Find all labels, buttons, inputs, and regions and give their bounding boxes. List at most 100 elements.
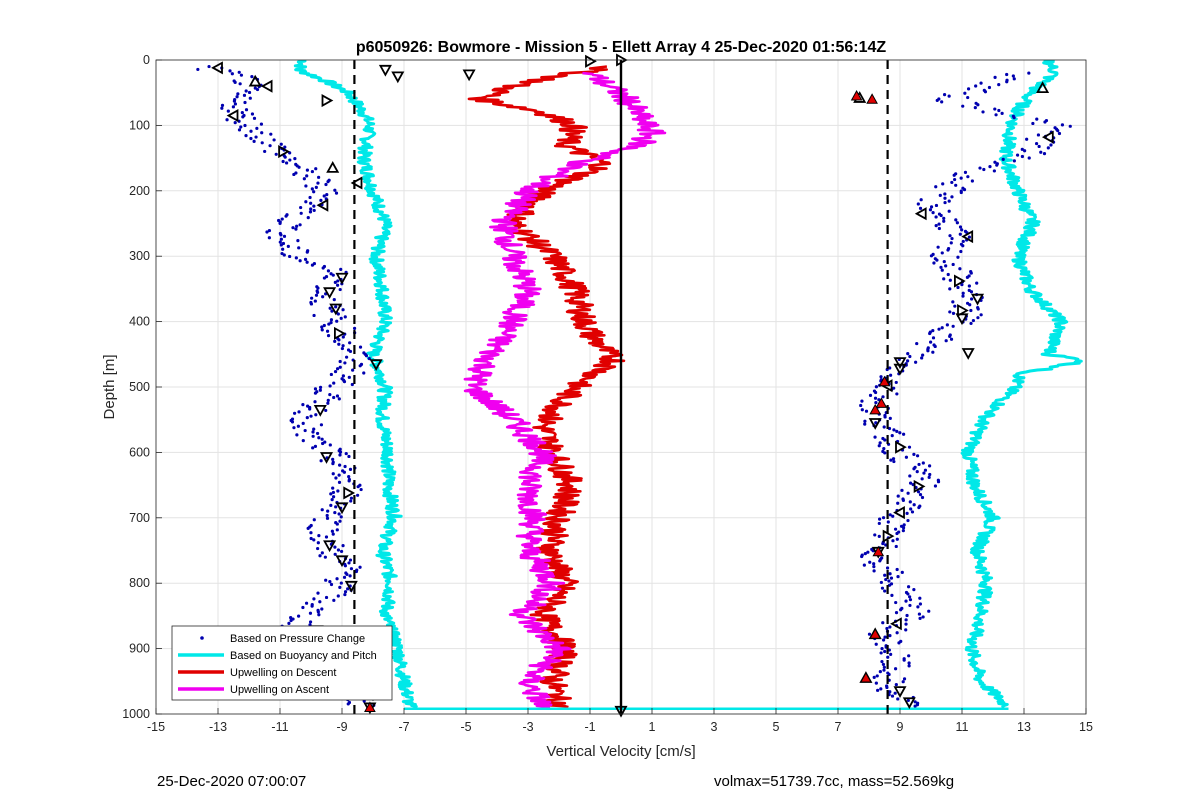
pressure-change-point xyxy=(336,279,340,283)
pressure-change-point xyxy=(196,67,200,72)
pressure-change-point xyxy=(880,586,885,590)
pressure-change-point xyxy=(339,549,344,554)
triangle-marker xyxy=(335,272,349,285)
pressure-change-point xyxy=(912,588,916,592)
pressure-change-point xyxy=(927,464,932,468)
x-tick-label: 3 xyxy=(711,720,718,734)
pressure-change-point xyxy=(244,134,248,138)
pressure-change-point xyxy=(312,208,316,213)
pressure-change-point xyxy=(934,185,938,189)
pressure-change-point xyxy=(931,336,936,340)
pressure-change-point xyxy=(334,476,338,480)
pressure-change-point xyxy=(901,529,905,533)
pressure-change-point xyxy=(935,98,939,103)
y-tick-label: 800 xyxy=(129,576,150,590)
y-tick-label: 100 xyxy=(129,118,150,132)
pressure-change-point xyxy=(320,437,324,441)
pressure-change-point xyxy=(289,616,293,620)
x-tick-label: 11 xyxy=(956,720,969,734)
pressure-change-point xyxy=(951,311,956,315)
pressure-change-point xyxy=(298,259,302,263)
pressure-change-point xyxy=(876,688,880,692)
pressure-change-point xyxy=(935,258,939,262)
pressure-change-point xyxy=(908,474,912,478)
pressure-change-point xyxy=(316,541,320,545)
pressure-change-point xyxy=(993,107,997,111)
pressure-change-point xyxy=(968,303,972,307)
pressure-change-point xyxy=(987,85,992,90)
ticks: -15 -13 -11 -9 -7 -5 -3 -1 1 3 5 7 9 11 13 150100200300… xyxy=(122,53,1093,734)
pressure-change-point xyxy=(918,602,922,606)
pressure-change-point xyxy=(914,360,918,364)
pressure-change-point xyxy=(346,587,350,591)
pressure-change-point xyxy=(979,81,983,85)
triangle-marker xyxy=(850,89,863,101)
pressure-change-point xyxy=(309,302,314,306)
pressure-change-point xyxy=(331,472,335,476)
pressure-change-point xyxy=(338,463,342,467)
pressure-change-point xyxy=(325,329,330,333)
pressure-change-point xyxy=(328,443,332,447)
pressure-change-point xyxy=(344,451,348,456)
pressure-change-point xyxy=(225,118,229,122)
pressure-change-point xyxy=(343,464,347,469)
legend-label: Upwelling on Descent xyxy=(230,667,336,679)
pressure-change-point xyxy=(967,284,971,288)
pressure-change-point xyxy=(946,272,950,277)
pressure-change-point xyxy=(337,338,341,342)
pressure-change-point xyxy=(334,191,339,195)
pressure-change-point xyxy=(232,99,237,103)
x-tick-label: -9 xyxy=(336,720,347,734)
triangle-marker xyxy=(875,397,888,408)
pressure-change-point xyxy=(878,517,882,521)
pressure-change-point xyxy=(926,349,930,353)
pressure-change-point xyxy=(359,487,363,492)
pressure-change-point xyxy=(995,163,999,167)
pressure-change-point xyxy=(889,373,893,377)
triangle-marker xyxy=(211,61,223,75)
pressure-change-point xyxy=(312,597,316,601)
pressure-change-point xyxy=(1020,147,1024,151)
triangle-marker xyxy=(335,555,349,568)
pressure-change-point xyxy=(337,512,341,516)
pressure-change-point xyxy=(247,90,252,95)
triangle-marker xyxy=(585,54,597,68)
pressure-change-point xyxy=(921,461,925,465)
pressure-change-point xyxy=(910,510,915,514)
pressure-change-point xyxy=(1012,77,1016,81)
pressure-change-point xyxy=(896,501,900,505)
pressure-change-point xyxy=(963,170,968,174)
pressure-change-point xyxy=(880,659,884,664)
x-axis-label: Vertical Velocity [cm/s] xyxy=(546,743,695,760)
pressure-change-point xyxy=(308,407,312,411)
pressure-change-point xyxy=(244,89,248,93)
pressure-change-point xyxy=(1049,143,1053,147)
x-tick-label: -15 xyxy=(147,720,165,734)
pressure-change-point xyxy=(868,560,872,564)
pressure-change-point xyxy=(872,675,876,679)
pressure-change-point xyxy=(962,188,967,192)
pressure-change-point xyxy=(940,251,944,255)
pressure-change-point xyxy=(881,621,885,625)
pressure-change-point xyxy=(917,612,922,616)
pressure-change-point xyxy=(356,493,360,497)
pressure-change-point xyxy=(887,579,891,583)
triangle-marker xyxy=(957,303,969,318)
pressure-change-point xyxy=(349,567,354,571)
pressure-change-point xyxy=(893,667,898,671)
pressure-change-point xyxy=(308,620,313,624)
pressure-change-point xyxy=(326,401,330,405)
pressure-change-point xyxy=(311,430,315,434)
pressure-change-point xyxy=(306,526,310,530)
y-tick-label: 700 xyxy=(129,511,150,525)
pressure-change-point xyxy=(274,152,278,156)
pressure-change-point xyxy=(931,329,935,333)
pressure-change-point xyxy=(341,335,345,339)
pressure-change-point xyxy=(318,600,322,604)
pressure-change-point xyxy=(321,266,325,270)
pressure-change-point xyxy=(918,616,922,620)
pressure-change-point xyxy=(912,452,916,456)
pressure-change-point xyxy=(290,420,295,424)
pressure-change-point xyxy=(343,315,347,319)
pressure-change-point xyxy=(1020,154,1024,159)
